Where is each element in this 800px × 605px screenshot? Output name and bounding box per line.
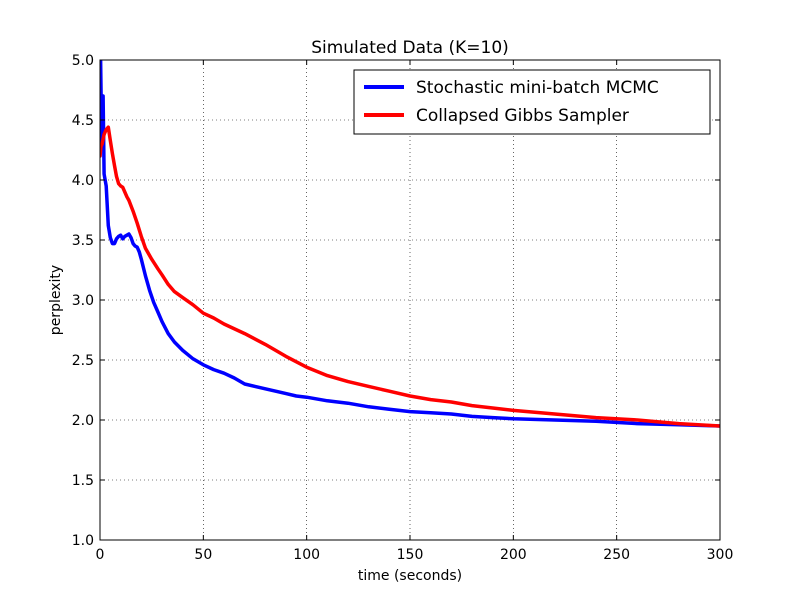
y-tick-label: 3.0 (72, 293, 94, 309)
y-axis-label: perplexity (48, 265, 64, 335)
axis-ticks: 0 50 100 150 200 250 300 1.0 1.5 2.0 2.5 3.0 3.5 4.0 4… (72, 53, 734, 563)
chart-title: Simulated Data (K=10) (311, 38, 509, 58)
legend: Stochastic mini-batch MCMC Collapsed Gib… (353, 69, 711, 135)
legend-box (353, 69, 711, 135)
x-tick-label: 50 (194, 547, 212, 563)
series-group (100, 60, 720, 428)
series-line-mcmc (100, 60, 720, 428)
x-tick-label: 0 (96, 547, 105, 563)
x-tick-label: 250 (603, 547, 630, 563)
x-tick-label: 300 (707, 547, 734, 563)
x-axis-label: time (seconds) (358, 568, 462, 584)
y-tick-label: 4.5 (72, 113, 94, 129)
x-tick-label: 100 (293, 547, 320, 563)
y-tick-label: 2.0 (72, 413, 94, 429)
y-tick-label: 3.5 (72, 233, 94, 249)
y-tick-label: 2.5 (72, 353, 94, 369)
x-tick-label: 150 (397, 547, 424, 563)
legend-label-gibbs: Collapsed Gibbs Sampler (416, 106, 629, 126)
legend-label-mcmc: Stochastic mini-batch MCMC (416, 78, 659, 98)
y-tick-label: 5.0 (72, 53, 94, 69)
y-tick-label: 1.5 (72, 473, 94, 489)
y-tick-label: 1.0 (72, 533, 94, 549)
x-tick-label: 200 (500, 547, 527, 563)
series-line-gibbs (100, 125, 720, 428)
y-tick-label: 4.0 (72, 173, 94, 189)
